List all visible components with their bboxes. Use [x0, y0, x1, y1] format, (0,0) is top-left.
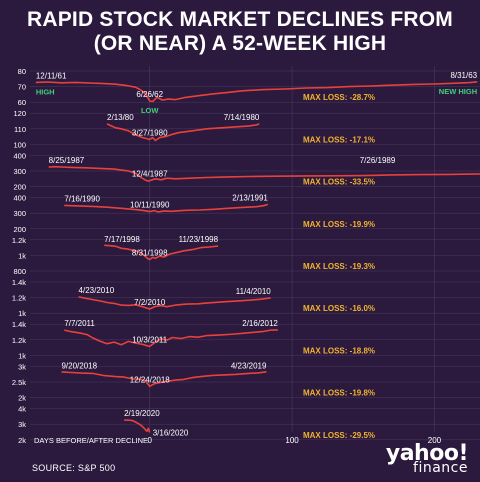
date-label: 12/11/61	[36, 71, 67, 80]
date-label: 8/25/1987	[49, 156, 85, 165]
date-label: 10/11/1990	[130, 201, 170, 210]
date-label: 7/16/1990	[64, 194, 100, 203]
y-tick-label: 400	[13, 151, 26, 160]
series-line	[106, 123, 260, 142]
yahoo-finance-logo: yahoo! finance	[385, 441, 469, 476]
date-label: 8/31/63	[450, 71, 477, 80]
highlow-label: LOW	[141, 106, 159, 115]
highlow-label: NEW HIGH	[439, 87, 477, 96]
date-label: 11/4/2010	[236, 287, 272, 296]
x-tick-label: 100	[285, 436, 299, 445]
y-tick-label: 800	[13, 267, 26, 276]
series-line	[64, 203, 269, 213]
x-axis-label: DAYS BEFORE/AFTER DECLINE	[34, 436, 148, 445]
max-loss-label: MAX LOSS: -33.5%	[303, 178, 375, 187]
series-line	[104, 244, 219, 261]
max-loss-label: MAX LOSS: -19.3%	[303, 262, 375, 271]
max-loss-label: MAX LOSS: -28.7%	[303, 93, 375, 102]
date-label: 10/3/2011	[132, 335, 168, 344]
date-label: 7/14/1980	[224, 113, 260, 122]
y-tick-label: 1.4k	[12, 278, 26, 287]
y-tick-label: 120	[13, 109, 26, 118]
y-tick-label: 200	[13, 225, 26, 234]
logo-yahoo: yahoo!	[385, 441, 469, 466]
date-label: 8/31/1998	[132, 248, 168, 257]
date-label: 9/20/2018	[61, 361, 97, 370]
series-line	[35, 81, 478, 103]
y-tick-label: 1.2k	[12, 294, 26, 303]
y-tick-label: 400	[13, 194, 26, 203]
max-loss-label: MAX LOSS: -16.0%	[303, 304, 375, 313]
series-line	[78, 296, 271, 310]
date-label: 12/24/2018	[130, 375, 171, 384]
title-line-2: (OR NEAR) A 52-WEEK HIGH	[93, 32, 387, 55]
y-tick-label: 1k	[18, 309, 26, 318]
y-tick-label: 300	[13, 167, 26, 176]
chart-title: RAPID STOCK MARKET DECLINES FROM (OR NEA…	[0, 8, 480, 56]
date-label: 11/23/1998	[179, 235, 219, 244]
logo-finance: finance	[413, 460, 468, 476]
y-tick-label: 1k	[18, 351, 26, 360]
date-label: 7/17/1998	[104, 235, 140, 244]
y-tick-label: 3k	[18, 362, 26, 371]
max-loss-label: MAX LOSS: -19.9%	[303, 220, 375, 229]
y-tick-label: 2.5k	[12, 378, 26, 387]
date-label: 6/26/62	[136, 90, 163, 99]
date-label: 3/27/1980	[132, 129, 168, 138]
y-tick-label: 2k	[18, 436, 26, 445]
y-tick-label: 4k	[18, 405, 26, 414]
y-tick-label: 200	[13, 183, 26, 192]
date-label: 7/26/1989	[360, 156, 396, 165]
date-label: 2/19/2020	[124, 409, 160, 418]
y-tick-label: 3k	[18, 420, 26, 429]
date-label: 4/23/2019	[231, 361, 267, 370]
date-label: 3/16/2020	[153, 428, 189, 437]
y-tick-label: 110	[14, 125, 26, 134]
y-tick-label: 80	[18, 67, 26, 76]
series-line	[64, 329, 278, 348]
y-tick-label: 1.2k	[12, 336, 26, 345]
series-line	[61, 371, 267, 388]
max-loss-label: MAX LOSS: -17.1%	[303, 135, 375, 144]
date-label: 7/7/2011	[64, 319, 95, 328]
y-tick-label: 1.4k	[12, 320, 26, 329]
date-label: 2/16/2012	[242, 319, 278, 328]
x-tick-label: 0	[148, 436, 153, 445]
max-loss-label: MAX LOSS: -19.8%	[303, 389, 375, 398]
max-loss-label: MAX LOSS: -29.5%	[303, 431, 375, 440]
highlow-label: HIGH	[36, 87, 55, 96]
date-label: 12/4/1987	[132, 170, 168, 179]
y-tick-label: 60	[18, 98, 26, 107]
date-label: 7/2/2010	[134, 298, 166, 307]
series-line	[124, 419, 151, 433]
date-label: 4/23/2010	[79, 286, 115, 295]
y-tick-label: 2k	[18, 394, 26, 403]
y-tick-label: 1k	[18, 251, 26, 260]
title-line-1: RAPID STOCK MARKET DECLINES FROM	[26, 8, 454, 31]
y-tick-label: 300	[13, 209, 26, 218]
y-tick-label: 1.2k	[12, 236, 26, 245]
series-line	[48, 165, 480, 182]
date-label: 2/13/1991	[232, 193, 268, 202]
y-tick-label: 100	[13, 140, 26, 149]
date-label: 2/13/80	[107, 113, 134, 122]
max-loss-label: MAX LOSS: -18.8%	[303, 346, 375, 355]
source-note: SOURCE: S&P 500	[32, 463, 116, 473]
y-tick-label: 70	[18, 83, 26, 92]
x-tick-label: 200	[428, 436, 442, 445]
